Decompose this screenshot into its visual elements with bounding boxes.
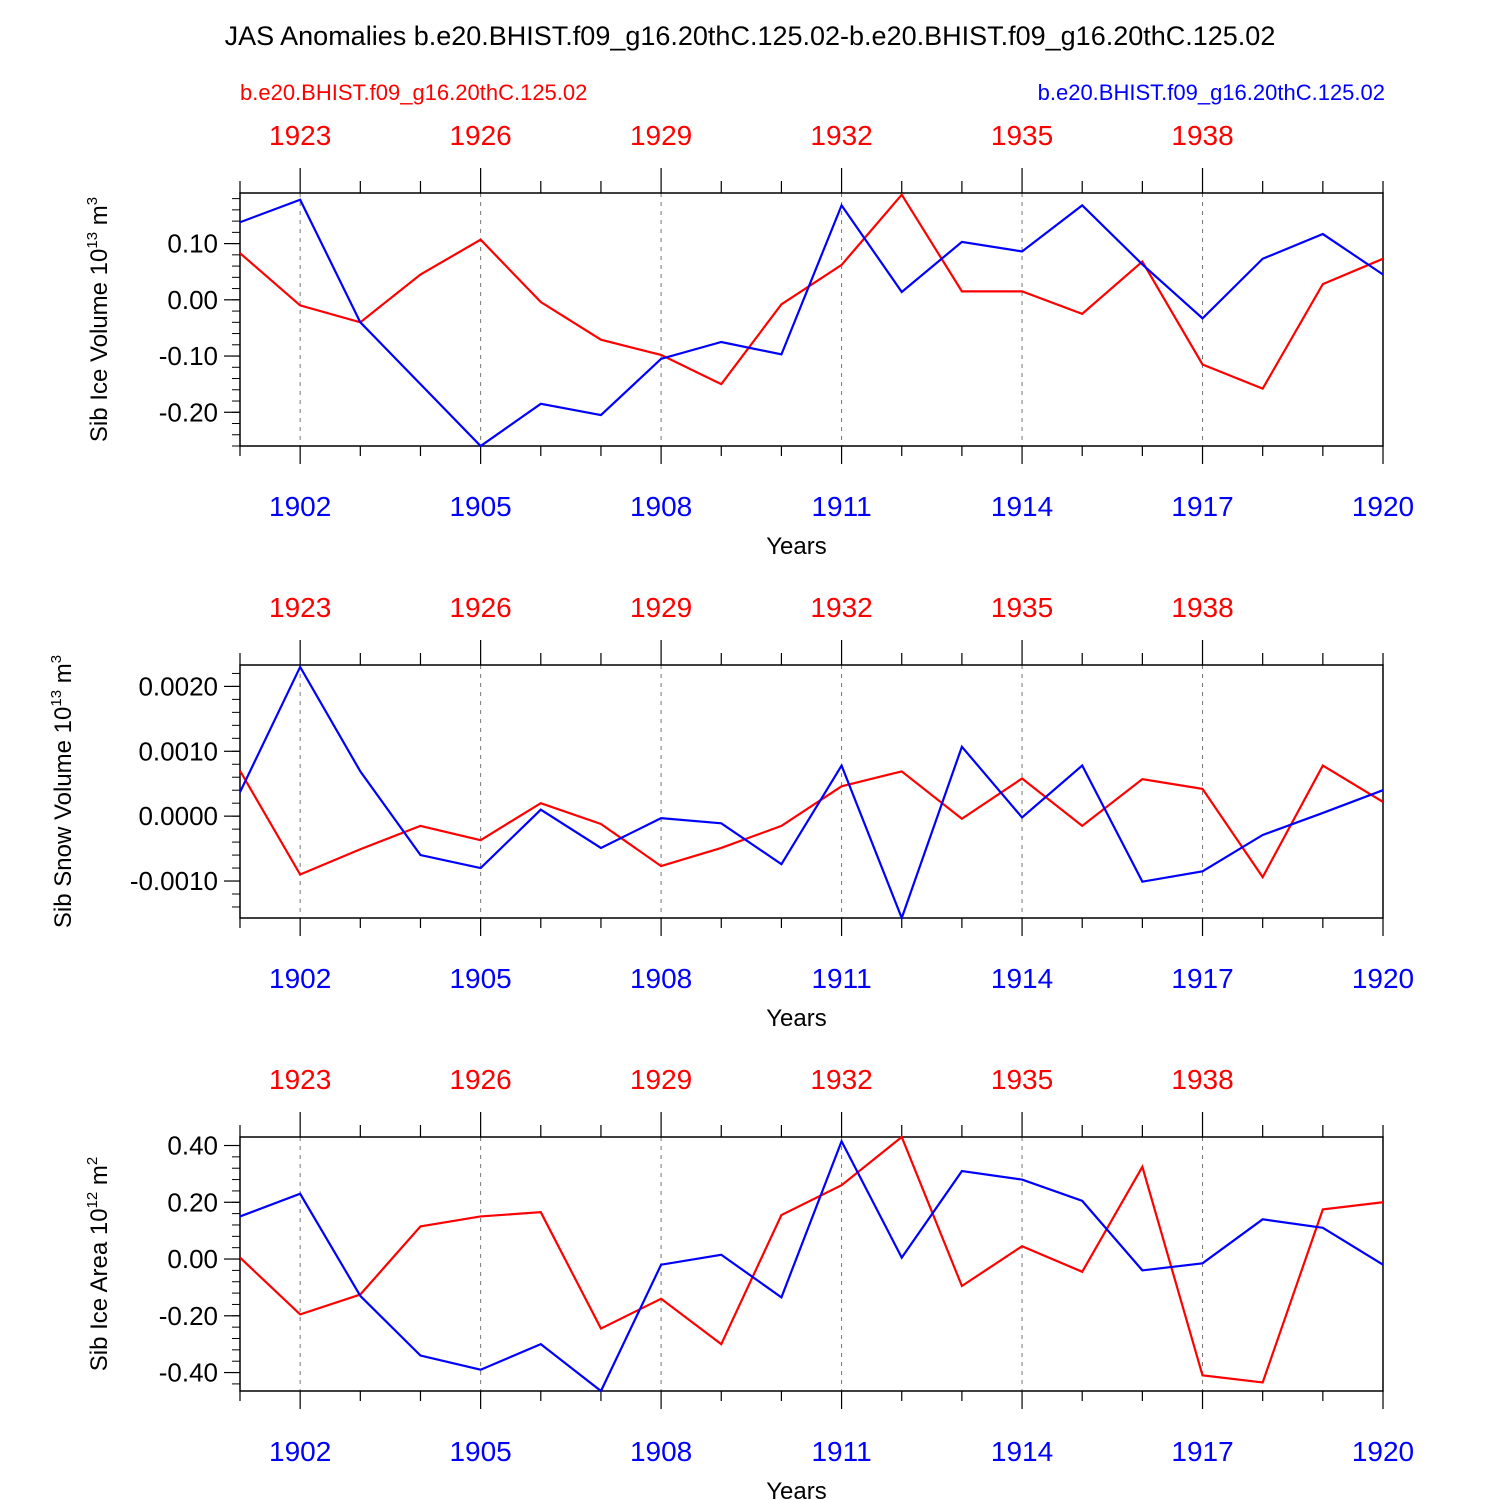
x-tick-label: 1905 xyxy=(449,963,511,994)
y-tick-label: 0.40 xyxy=(167,1131,218,1161)
panel-3: 1902 1905 1908 1911 1914 1917 1920 1923 1926 1929… xyxy=(84,1064,1414,1500)
top-tick-label: 1932 xyxy=(810,1064,872,1095)
x-tick-label: 1917 xyxy=(1171,963,1233,994)
top-tick-label: 1938 xyxy=(1171,120,1233,151)
series-line-red xyxy=(240,764,1383,880)
x-tick-label: 1914 xyxy=(991,963,1053,994)
panel-1: 1902 1905 1908 1911 1914 1917 1920 1923 1926 1929… xyxy=(84,120,1414,560)
top-tick-label: 1923 xyxy=(269,1064,331,1095)
x-tick-label: 1905 xyxy=(449,491,511,522)
x-tick-label: 1917 xyxy=(1171,1436,1233,1467)
x-tick-label: 1911 xyxy=(811,1436,871,1467)
y-tick-label: -0.20 xyxy=(159,397,218,427)
x-axis-title: Years xyxy=(766,1478,827,1500)
top-tick-label: 1932 xyxy=(810,120,872,151)
top-tick-label: 1935 xyxy=(991,592,1053,623)
top-tick-label: 1935 xyxy=(991,120,1053,151)
y-axis-title-superscript: 13 xyxy=(48,690,65,707)
top-tick-label: 1926 xyxy=(449,592,511,623)
y-axis-title-superscript: 3 xyxy=(84,197,101,205)
x-tick-label: 1911 xyxy=(811,491,871,522)
y-axis-title-superscript: 13 xyxy=(84,232,101,249)
top-tick-label: 1929 xyxy=(630,592,692,623)
x-tick-label: 1920 xyxy=(1352,491,1414,522)
y-tick-label: -0.20 xyxy=(159,1301,218,1331)
plot-frame xyxy=(239,664,1384,919)
plot-frame xyxy=(239,192,1384,447)
x-tick-label: 1920 xyxy=(1352,1436,1414,1467)
x-tick-label: 1902 xyxy=(269,491,331,522)
x-axis-title: Years xyxy=(766,533,827,560)
left-case-label: b.e20.BHIST.f09_g16.20thC.125.02 xyxy=(240,80,587,105)
y-axis-title-part: Sib Ice Volume 10 xyxy=(86,249,113,442)
x-axis-title: Years xyxy=(766,1005,827,1032)
y-tick-label: 0.0000 xyxy=(138,801,218,831)
series-line-blue xyxy=(240,1138,1383,1393)
panels-container: 1902 1905 1908 1911 1914 1917 1920 1923 1926 1929… xyxy=(48,120,1414,1500)
y-tick-label: 0.20 xyxy=(167,1187,218,1217)
y-axis-title-superscript: 2 xyxy=(84,1157,101,1165)
top-tick-label: 1929 xyxy=(630,120,692,151)
x-tick-label: 1908 xyxy=(630,963,692,994)
top-tick-label: 1938 xyxy=(1171,1064,1233,1095)
y-axis-title-part: Sib Snow Volume 10 xyxy=(50,707,77,928)
top-tick-label: 1923 xyxy=(269,120,331,151)
y-axis-title: Sib Ice Area 1012 m2 xyxy=(84,1157,113,1371)
top-tick-label: 1926 xyxy=(449,120,511,151)
y-axis-title-part: Sib Ice Area 10 xyxy=(86,1208,113,1371)
figure-title: JAS Anomalies b.e20.BHIST.f09_g16.20thC.… xyxy=(225,21,1276,51)
y-axis-title: Sib Ice Volume 1013 m3 xyxy=(84,197,113,442)
x-tick-label: 1902 xyxy=(269,963,331,994)
y-axis-title-superscript: 12 xyxy=(84,1192,101,1209)
y-tick-label: 0.10 xyxy=(167,229,218,259)
y-tick-label: 0.00 xyxy=(167,1244,218,1274)
y-tick-label: 0.0010 xyxy=(138,736,218,766)
series-line-red xyxy=(240,1135,1383,1384)
x-tick-label: 1914 xyxy=(991,491,1053,522)
x-tick-label: 1914 xyxy=(991,1436,1053,1467)
top-tick-label: 1929 xyxy=(630,1064,692,1095)
x-tick-label: 1917 xyxy=(1171,491,1233,522)
top-tick-label: 1938 xyxy=(1171,592,1233,623)
y-axis-title-part: m xyxy=(50,663,77,690)
y-tick-label: -0.10 xyxy=(159,341,218,371)
x-tick-label: 1905 xyxy=(449,1436,511,1467)
series-line-blue xyxy=(240,198,1383,448)
y-axis-title: Sib Snow Volume 1013 m3 xyxy=(48,655,77,928)
y-tick-label: 0.00 xyxy=(167,285,218,315)
right-case-label: b.e20.BHIST.f09_g16.20thC.125.02 xyxy=(1038,80,1385,105)
y-tick-label: -0.0010 xyxy=(130,866,218,896)
panel-2: 1902 1905 1908 1911 1914 1917 1920 1923 1926 1929… xyxy=(48,592,1414,1032)
y-axis-title-part: m xyxy=(86,1165,113,1192)
series-line-red xyxy=(240,192,1383,391)
x-tick-label: 1902 xyxy=(269,1436,331,1467)
y-tick-label: 0.0020 xyxy=(138,671,218,701)
series-line-blue xyxy=(240,664,1383,920)
top-tick-label: 1926 xyxy=(449,1064,511,1095)
top-tick-label: 1932 xyxy=(810,592,872,623)
x-tick-label: 1908 xyxy=(630,1436,692,1467)
x-tick-label: 1920 xyxy=(1352,963,1414,994)
plot-frame xyxy=(239,1136,1384,1392)
y-axis-title-superscript: 3 xyxy=(48,655,65,663)
top-tick-label: 1935 xyxy=(991,1064,1053,1095)
x-tick-label: 1911 xyxy=(811,963,871,994)
top-tick-label: 1923 xyxy=(269,592,331,623)
x-tick-label: 1908 xyxy=(630,491,692,522)
y-axis-title-part: m xyxy=(86,205,113,232)
y-tick-label: -0.40 xyxy=(159,1358,218,1388)
